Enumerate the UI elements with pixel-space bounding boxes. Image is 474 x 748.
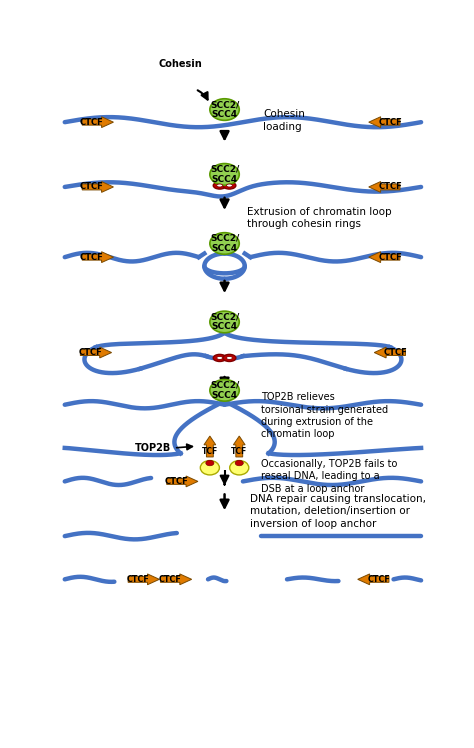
Text: TCF: TCF: [202, 447, 218, 456]
Text: TCF: TCF: [231, 447, 247, 456]
Polygon shape: [369, 182, 400, 192]
Ellipse shape: [213, 182, 226, 189]
Text: CTCF: CTCF: [78, 348, 102, 357]
Polygon shape: [369, 252, 400, 263]
Text: SCC2/
SCC4: SCC2/ SCC4: [210, 100, 239, 119]
Polygon shape: [358, 574, 389, 585]
Text: Cohesin
loading: Cohesin loading: [263, 109, 305, 132]
Text: SCC2/
SCC4: SCC2/ SCC4: [210, 381, 239, 400]
Text: Cohesin: Cohesin: [159, 59, 202, 69]
Ellipse shape: [210, 311, 239, 333]
Ellipse shape: [210, 379, 239, 401]
Polygon shape: [82, 182, 113, 192]
Text: CTCF: CTCF: [80, 117, 104, 126]
Ellipse shape: [210, 233, 239, 254]
Text: SCC2/
SCC4: SCC2/ SCC4: [210, 313, 239, 331]
Ellipse shape: [213, 355, 226, 361]
Polygon shape: [233, 436, 245, 457]
Text: CTCF: CTCF: [378, 253, 402, 262]
Polygon shape: [167, 476, 198, 487]
Text: CTCF: CTCF: [378, 117, 402, 126]
Ellipse shape: [217, 184, 223, 187]
Ellipse shape: [210, 99, 239, 120]
Ellipse shape: [227, 357, 232, 360]
Ellipse shape: [217, 357, 223, 360]
Polygon shape: [128, 574, 159, 585]
Text: SCC2/
SCC4: SCC2/ SCC4: [210, 165, 239, 184]
Polygon shape: [81, 347, 111, 358]
Ellipse shape: [170, 81, 182, 88]
Polygon shape: [204, 436, 216, 457]
Text: SCC2/
SCC4: SCC2/ SCC4: [210, 234, 239, 253]
Text: CTCF: CTCF: [80, 183, 104, 191]
Text: CTCF: CTCF: [127, 574, 149, 584]
Text: TOP2B relieves
torsional strain generated
during extrusion of the
chromatin loop: TOP2B relieves torsional strain generate…: [261, 392, 388, 439]
Ellipse shape: [227, 184, 232, 187]
Polygon shape: [369, 117, 400, 128]
Text: CTCF: CTCF: [164, 477, 188, 486]
Ellipse shape: [223, 182, 236, 189]
Ellipse shape: [223, 355, 236, 361]
Ellipse shape: [206, 460, 214, 466]
Ellipse shape: [210, 164, 239, 186]
Text: CTCF: CTCF: [378, 183, 402, 191]
Polygon shape: [82, 117, 113, 128]
Ellipse shape: [182, 83, 188, 86]
Text: Occasionally, TOP2B fails to
reseal DNA, leading to a
DSB at a loop anchor: Occasionally, TOP2B fails to reseal DNA,…: [261, 459, 398, 494]
Ellipse shape: [201, 461, 219, 475]
Text: CTCF: CTCF: [159, 574, 182, 584]
Ellipse shape: [179, 81, 191, 88]
Text: CTCF: CTCF: [384, 348, 408, 357]
Text: Extrusion of chromatin loop
through cohesin rings: Extrusion of chromatin loop through cohe…: [246, 206, 391, 229]
Ellipse shape: [230, 461, 249, 475]
Polygon shape: [161, 574, 191, 585]
Text: CTCF: CTCF: [368, 574, 391, 584]
Text: CTCF: CTCF: [80, 253, 104, 262]
Polygon shape: [82, 252, 113, 263]
Ellipse shape: [235, 460, 243, 466]
Text: TOP2B: TOP2B: [135, 443, 171, 453]
Text: DNA repair causing translocation,
mutation, deletion/insertion or
inversion of l: DNA repair causing translocation, mutati…: [250, 494, 426, 529]
Polygon shape: [374, 347, 405, 358]
Ellipse shape: [173, 83, 179, 86]
